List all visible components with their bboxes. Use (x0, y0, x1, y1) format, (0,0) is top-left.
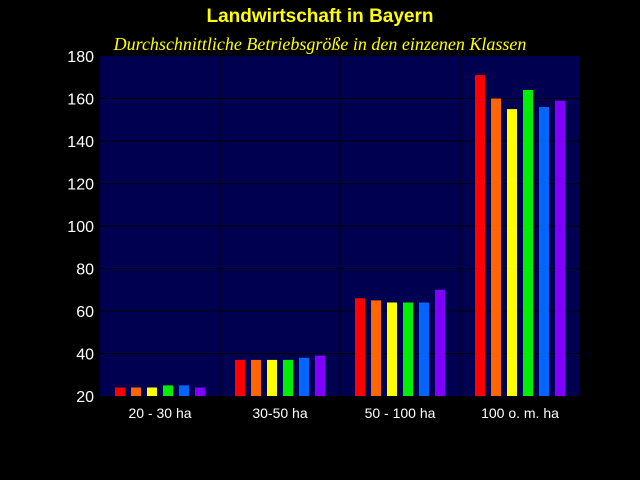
y-tick-label: 140 (67, 134, 94, 151)
bar (435, 289, 445, 396)
bar (539, 107, 549, 396)
bar (299, 357, 309, 396)
bar (371, 300, 381, 396)
x-axis-tick-labels: 20 - 30 ha 30-50 ha 50 - 100 ha 100 o. m. h… (128, 405, 559, 421)
y-tick-label: 40 (76, 347, 94, 364)
bar (195, 387, 205, 396)
bar (387, 302, 397, 396)
chart-subtitle: Durchschnittliche Betriebsgröße in den e… (113, 34, 527, 54)
bar (403, 302, 413, 396)
bar (267, 359, 277, 396)
bar (283, 359, 293, 396)
x-tick-label: 100 o. m. ha (481, 405, 559, 421)
x-tick-label: 30-50 ha (252, 405, 307, 421)
bar (355, 298, 365, 396)
y-tick-label: 80 (76, 262, 94, 279)
bar (555, 100, 565, 396)
y-tick-label: 20 (76, 389, 94, 406)
y-tick-label: 180 (67, 49, 94, 66)
bars (115, 75, 565, 396)
bar (251, 359, 261, 396)
chart-title: Landwirtschaft in Bayern (206, 6, 434, 27)
x-tick-label: 50 - 100 ha (365, 405, 436, 421)
bar (507, 109, 517, 396)
bar (115, 387, 125, 396)
bar (491, 98, 501, 396)
bar (523, 90, 533, 396)
bar (163, 385, 173, 396)
x-tick-label: 20 - 30 ha (128, 405, 191, 421)
bar (179, 385, 189, 396)
y-tick-label: 60 (76, 304, 94, 321)
y-tick-label: 160 (67, 92, 94, 109)
y-axis-tick-labels: 20 40 60 80 100 120 140 160 180 (67, 49, 94, 406)
bar (235, 359, 245, 396)
bar (131, 387, 141, 396)
bar (315, 355, 325, 396)
y-tick-label: 120 (67, 177, 94, 194)
bar (475, 75, 485, 396)
bar (419, 302, 429, 396)
bar (147, 387, 157, 396)
y-tick-label: 100 (67, 219, 94, 236)
